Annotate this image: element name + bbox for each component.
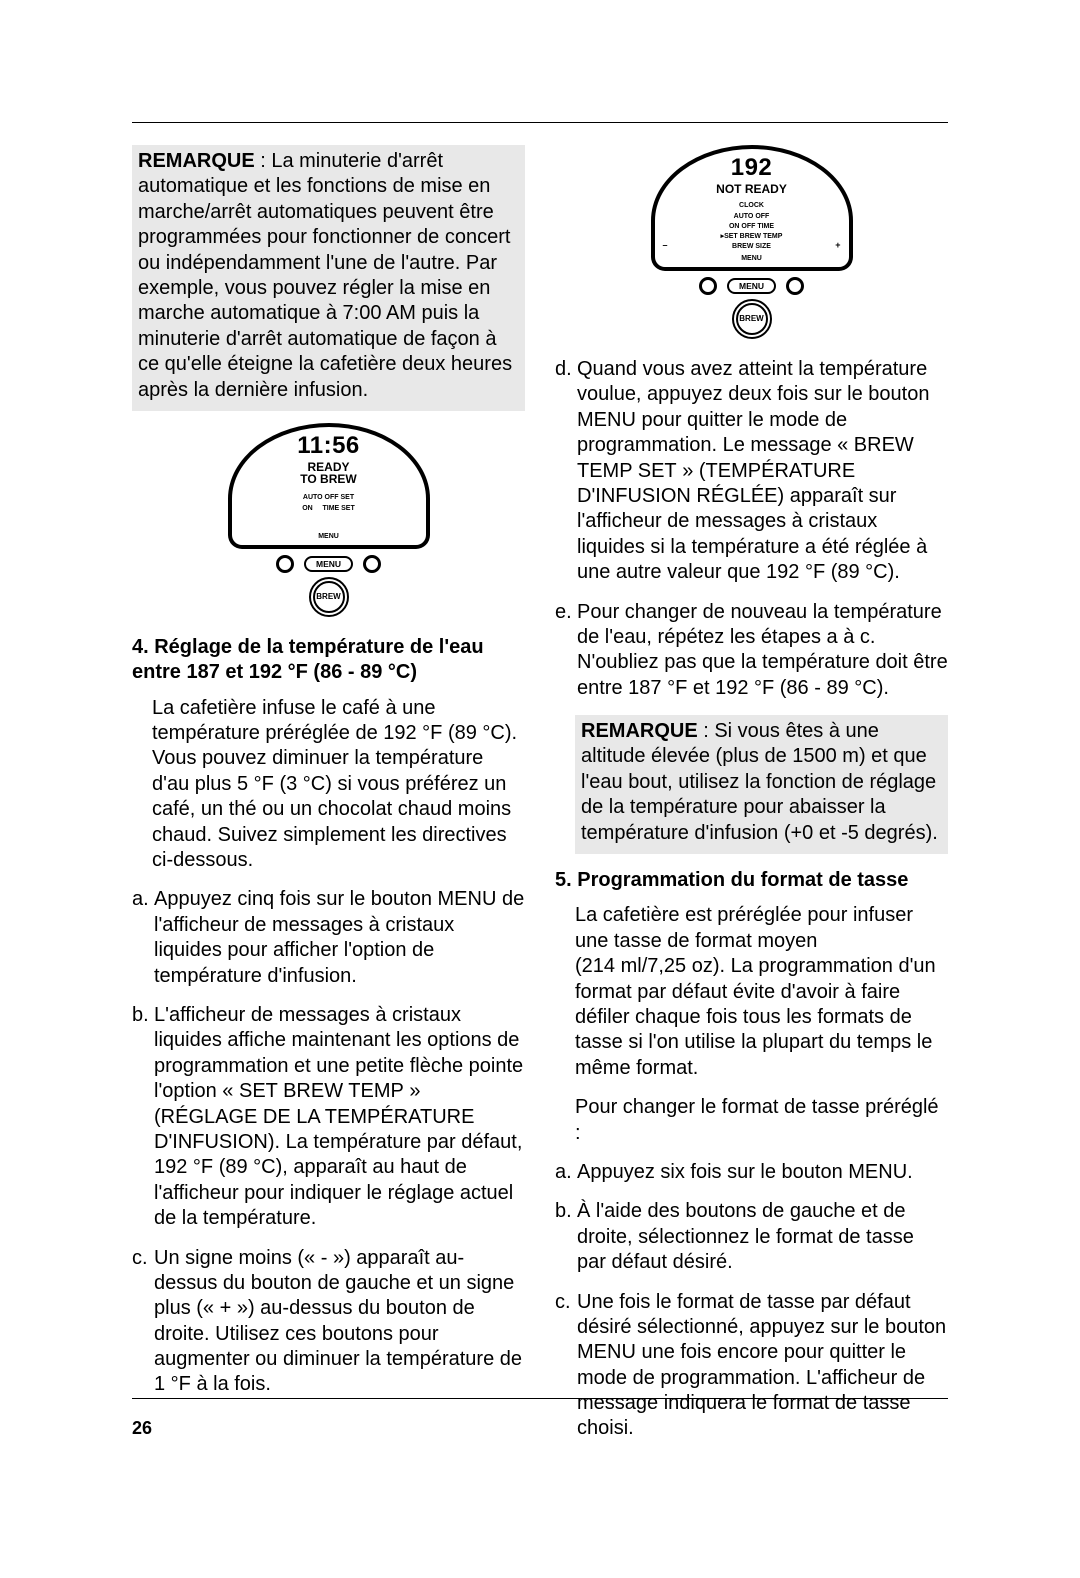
lcd-time: 192 <box>655 153 849 183</box>
button-row: MENU <box>651 277 853 295</box>
li-marker: c. <box>132 1246 154 1398</box>
lcd-menu-label: MENU <box>232 533 426 542</box>
lcd-figure-1: 11:56 READY TO BREW AUTO OFF SET ON TIME… <box>228 423 430 617</box>
lcd-screen: 192 NOT READY CLOCK AUTO OFF ON OFF TIME… <box>651 145 853 271</box>
list-item-c2: c. Une fois le format de tasse par défau… <box>555 1290 948 1442</box>
list-item-c: c. Un signe moins (« - ») apparaît au-de… <box>132 1246 525 1398</box>
note-text: : La minuterie d'arrêt automatique et le… <box>138 150 512 401</box>
two-columns: REMARQUE : La minuterie d'arrêt automati… <box>132 145 948 1456</box>
minus-sign: – <box>663 240 668 251</box>
lcd-menu-label: MENU <box>655 255 849 264</box>
li-body: Appuyez six fois sur le bouton MENU. <box>577 1160 948 1185</box>
menu-item: BREW SIZE <box>655 242 849 252</box>
brew-button-label: BREW <box>309 577 349 617</box>
li-body: Un signe moins (« - ») apparaît au-dessu… <box>154 1246 525 1398</box>
li-marker: c. <box>555 1290 577 1442</box>
button-row: MENU <box>228 555 430 573</box>
brew-button-label: BREW <box>732 299 772 339</box>
li-marker: d. <box>555 357 577 586</box>
lcd-small-block: AUTO OFF SET ON TIME SET <box>232 493 426 513</box>
li-marker: a. <box>132 887 154 989</box>
heading-4: 4. Réglage de la température de l'eau en… <box>132 635 525 686</box>
page-content: REMARQUE : La minuterie d'arrêt automati… <box>132 122 948 1456</box>
brew-button: BREW <box>732 299 772 339</box>
li-body: Une fois le format de tasse par défaut d… <box>577 1290 948 1442</box>
menu-button: MENU <box>727 278 776 295</box>
li-body: Appuyez cinq fois sur le bouton MENU de … <box>154 887 525 989</box>
lcd-time: 11:56 <box>232 431 426 461</box>
list-item-a: a. Appuyez cinq fois sur le bouton MENU … <box>132 887 525 989</box>
plus-sign: + <box>835 240 840 251</box>
para-5a: La cafetière est préréglée pour infuser … <box>555 903 948 1081</box>
li-marker: e. <box>555 600 577 702</box>
note-label: REMARQUE <box>138 150 255 172</box>
note-box-2: REMARQUE : Si vous êtes à une altitude é… <box>575 715 948 854</box>
left-column: REMARQUE : La minuterie d'arrêt automati… <box>132 145 525 1456</box>
brew-button: BREW <box>309 577 349 617</box>
menu-item: ON OFF TIME <box>655 222 849 232</box>
right-circle-button <box>363 555 381 573</box>
list-item-d: d. Quand vous avez atteint la températur… <box>555 357 948 586</box>
menu-item: CLOCK <box>655 201 849 211</box>
li-marker: b. <box>555 1199 577 1275</box>
list-item-a2: a. Appuyez six fois sur le bouton MENU. <box>555 1160 948 1185</box>
page-number: 26 <box>132 1418 152 1439</box>
lcd-small-on: ON <box>302 505 313 512</box>
para-4: La cafetière infuse le café à une tempér… <box>132 696 525 874</box>
li-body: Pour changer de nouveau la température d… <box>577 600 948 702</box>
menu-item-selected: ▸SET BREW TEMP <box>655 232 849 242</box>
top-rule <box>132 122 948 123</box>
list-item-b2: b. À l'aide des boutons de gauche et de … <box>555 1199 948 1275</box>
heading-5: 5. Programmation du format de tasse <box>555 868 948 893</box>
li-marker: a. <box>555 1160 577 1185</box>
left-circle-button <box>276 555 294 573</box>
para-5b: Pour changer le format de tasse préréglé… <box>555 1095 948 1146</box>
lcd-figure-2: 192 NOT READY CLOCK AUTO OFF ON OFF TIME… <box>651 145 853 339</box>
lcd-menu-list: CLOCK AUTO OFF ON OFF TIME ▸SET BREW TEM… <box>655 201 849 252</box>
li-marker: b. <box>132 1003 154 1232</box>
note-label: REMARQUE <box>581 720 698 742</box>
note-box-1: REMARQUE : La minuterie d'arrêt automati… <box>132 145 525 411</box>
lcd-small-l2: ON TIME SET <box>232 504 426 514</box>
menu-button: MENU <box>304 556 353 573</box>
bottom-rule <box>132 1398 948 1399</box>
lcd-status: NOT READY <box>655 183 849 195</box>
menu-item-text: SET BREW TEMP <box>724 233 782 240</box>
list-item-b: b. L'afficheur de messages à cristaux li… <box>132 1003 525 1232</box>
lcd-small-timeset: TIME SET <box>322 505 354 512</box>
right-circle-button <box>786 277 804 295</box>
list-item-e: e. Pour changer de nouveau la températur… <box>555 600 948 702</box>
lcd-status-l2: TO BREW <box>232 473 426 485</box>
left-circle-button <box>699 277 717 295</box>
menu-item: AUTO OFF <box>655 212 849 222</box>
li-body: À l'aide des boutons de gauche et de dro… <box>577 1199 948 1275</box>
li-body: Quand vous avez atteint la température v… <box>577 357 948 586</box>
li-body: L'afficheur de messages à cristaux liqui… <box>154 1003 525 1232</box>
lcd-screen: 11:56 READY TO BREW AUTO OFF SET ON TIME… <box>228 423 430 549</box>
lcd-small-l1: AUTO OFF SET <box>232 493 426 503</box>
right-column: 192 NOT READY CLOCK AUTO OFF ON OFF TIME… <box>555 145 948 1456</box>
